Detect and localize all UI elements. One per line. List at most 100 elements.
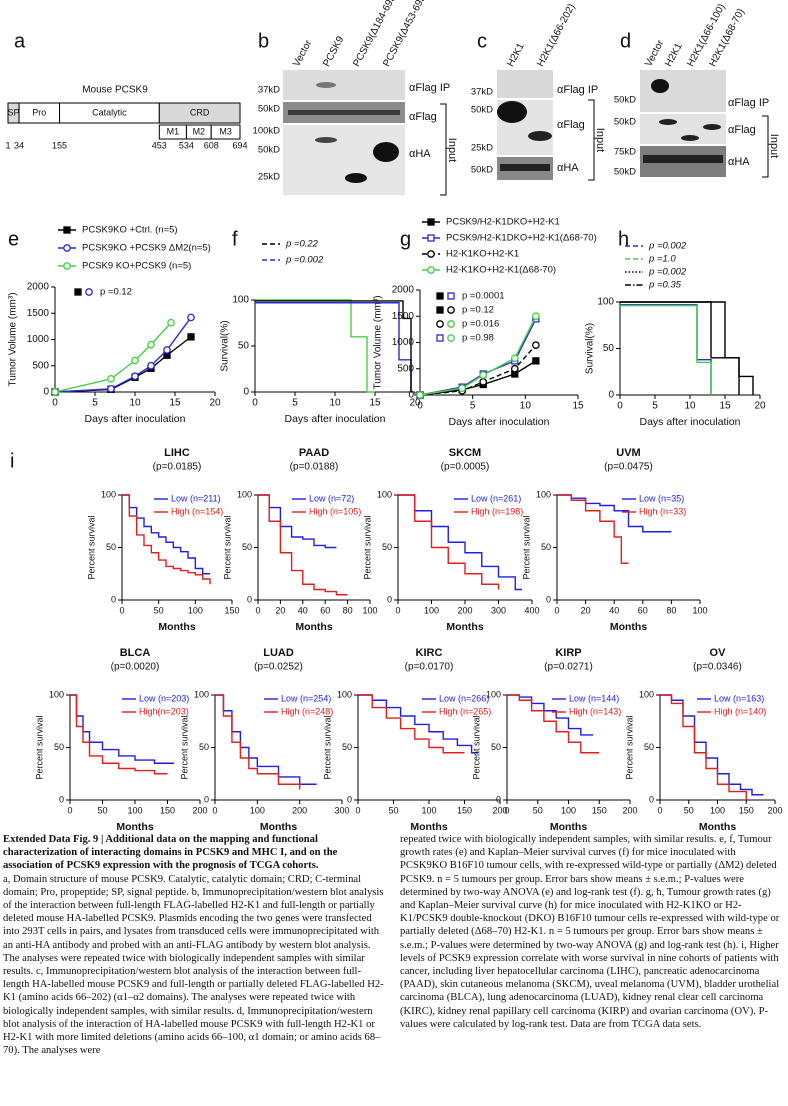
y-tick-label: 100 [232,295,249,306]
size-marker: 25kD [471,143,493,154]
y-axis-label: Tumor Volume (mm³) [373,295,384,389]
legend-label: Low (n=163) [714,693,764,703]
size-marker: 50kD [471,105,493,116]
x-tick-label: 80 [343,605,353,615]
y-tick-label: 0 [408,390,414,401]
blot-c [497,70,553,180]
y-tick-label: 100 [536,489,551,499]
y-tick-label: 50 [342,742,352,752]
marker [107,384,115,393]
y-tick-label: 1500 [27,308,50,319]
y-tick-label: 2000 [27,282,50,293]
chart-subtitle: (p=0.0170) [405,662,454,673]
marker [131,356,139,365]
series-line [70,694,174,764]
series-line [358,694,479,754]
x-tick-label: 10 [520,401,532,412]
y-tick-label: 50 [491,742,501,752]
lane-label: H2K1 [663,41,685,69]
x-tick-label: 20 [754,401,766,412]
position-label: 694 [232,140,247,150]
series-line [215,694,317,785]
series-line [54,317,192,393]
legend-label: High (n=265) [439,706,491,716]
y-tick-label: 2000 [392,285,415,296]
chart-subtitle: (p=0.0185) [153,462,202,473]
group-label: Input [594,128,606,152]
chart-subtitle: (p=0.0005) [441,462,490,473]
x-axis-label: Months [699,821,736,830]
x-tick-label: 100 [710,805,725,815]
x-tick-label: 0 [554,605,559,615]
series-line [70,694,168,775]
diagram-title: Mouse PCSK9 [82,85,148,96]
x-tick-label: 100 [250,805,265,815]
x-tick-label: 0 [657,805,662,815]
x-tick-label: 10 [329,398,341,409]
caption-text: a, Domain structure of mouse PCSK9. Cata… [3,873,384,1057]
x-tick-label: 5 [292,398,298,409]
marker [131,372,139,381]
marker [427,266,435,274]
panel-label: f [232,228,238,250]
x-axis-label: Months [550,821,587,830]
panel-label: d [620,30,631,52]
legend-label: p =0.002 [285,255,324,266]
x-tick-label: 300 [334,805,349,815]
chart-title: KIRC [416,647,443,659]
x-tick-label: 40 [298,605,308,615]
lane-label: PCSK9 [321,34,346,69]
marker [187,333,195,341]
legend-label: H2-K1KO+H2-K1 [446,249,519,260]
x-tick-label: 100 [561,805,576,815]
y-axis-label: Percent survival [86,515,96,579]
x-tick-label: 0 [119,605,124,615]
x-tick-label: 200 [292,805,307,815]
position-label: 155 [52,140,67,150]
x-tick-label: 20 [409,398,421,409]
size-marker: 25kD [258,172,280,183]
x-tick-label: 200 [492,805,507,815]
x-axis-label: Months [610,621,647,633]
legend-label: PCSK9/H2-K1DKO+H2-K1(Δ68-70) [446,233,597,244]
legend-label: High (n=33) [639,506,686,516]
legend-label: Low (n=72) [309,493,354,503]
x-tick-label: 150 [160,805,175,815]
x-axis-label: Months [158,621,195,633]
chart-subtitle: (p=0.0020) [111,662,160,673]
panel-label: c [477,30,487,52]
legend-label: High (n=143) [569,706,621,716]
y-tick-label: 0 [546,594,551,604]
legend-label: Low (n=261) [471,493,521,503]
panel-label: h [618,228,629,250]
y-tick-label: 0 [608,390,614,401]
x-tick-label: 40 [609,605,619,615]
y-tick-label: 0 [247,594,252,604]
marker [479,378,488,386]
position-label: 34 [14,140,24,150]
size-marker: 50kD [258,145,280,156]
y-tick-label: 50 [603,343,615,354]
size-marker: 50kD [614,117,636,128]
legend-label: Low (n=35) [639,493,684,503]
y-tick-label: 100 [101,489,116,499]
series-line [255,299,375,393]
y-tick-label: 50 [382,542,392,552]
x-axis-label: Months [295,621,332,633]
x-tick-label: 20 [209,398,221,409]
y-tick-label: 1500 [392,311,415,322]
domain [158,102,241,124]
x-tick-label: 150 [457,805,472,815]
series-line [660,694,764,796]
size-marker: 75kD [614,147,636,158]
series-line [258,494,348,596]
legend-label: p =0.002 [648,267,687,278]
x-tick-label: 0 [355,805,360,815]
chart-title: UVM [616,447,640,459]
chart-subtitle: (p=0.0346) [693,662,742,673]
x-tick-label: 20 [275,605,285,615]
series-line [507,694,600,754]
series-line [557,494,629,564]
x-tick-label: 200 [192,805,207,815]
marker [107,375,115,383]
